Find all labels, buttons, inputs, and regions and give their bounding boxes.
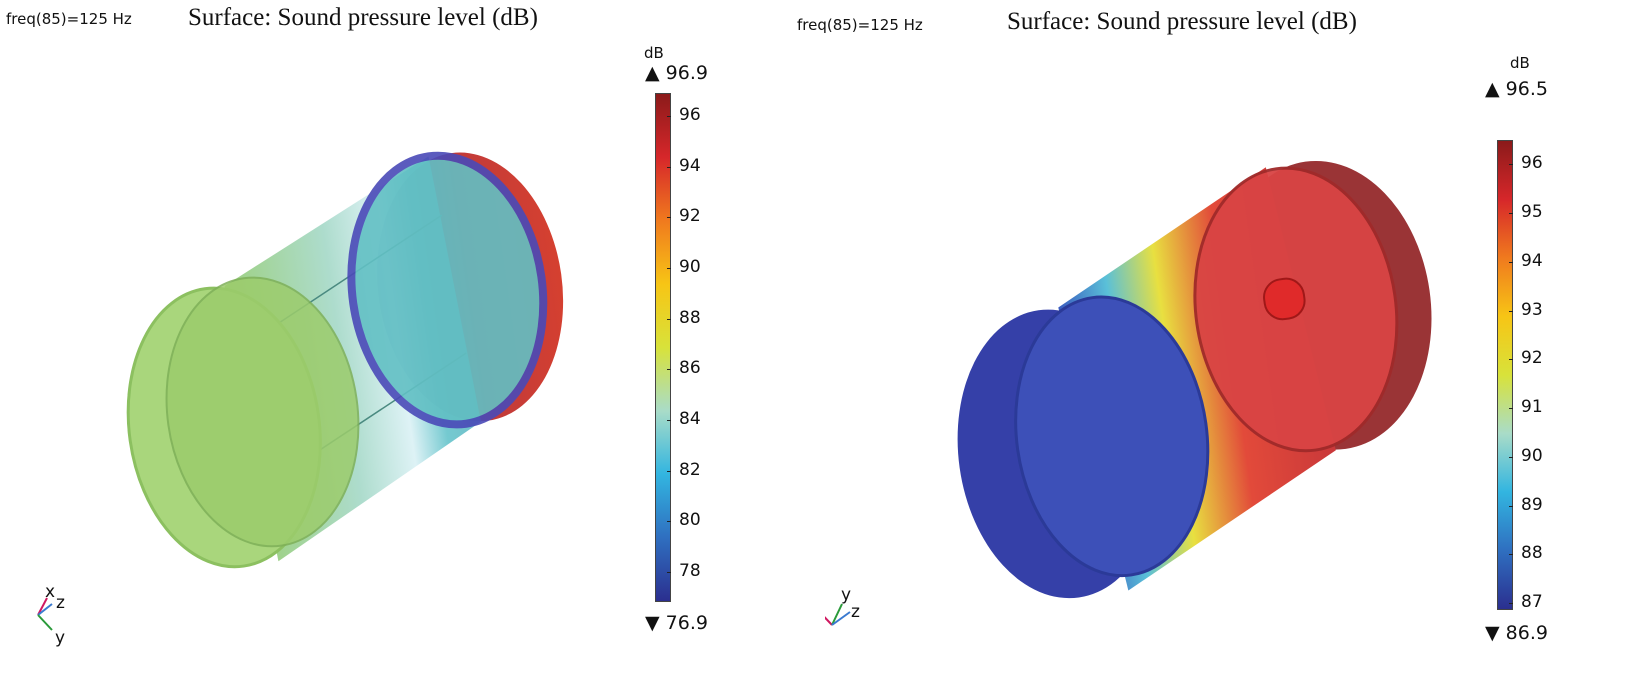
colorbar-tick-label: 80	[679, 510, 701, 531]
freq-label: freq(85)=125 Hz	[797, 16, 923, 34]
colorbar-min: ▼ 86.9	[1485, 622, 1548, 644]
axis-x-label: x	[45, 582, 55, 602]
colorbar-tick-mark	[667, 521, 671, 523]
colorbar-tick-label: 87	[1521, 592, 1543, 613]
colorbar-tick-mark	[667, 166, 671, 168]
colorbar-min: ▼ 76.9	[645, 612, 708, 634]
colorbar-tick-mark	[667, 267, 671, 269]
colorbar-tick-mark	[667, 420, 671, 421]
colorbar-tick-label: 95	[1521, 202, 1543, 223]
colorbar-tick-mark	[1509, 213, 1513, 215]
plot-title: Surface: Sound pressure level (dB)	[188, 4, 538, 31]
axis-triad: x z y	[37, 582, 65, 648]
colorbar-tick-label: 82	[679, 459, 701, 480]
colorbar-tick-mark	[1509, 261, 1513, 263]
colorbar-tick-mark	[1509, 164, 1513, 166]
colorbar-tick-label: 94	[679, 155, 701, 176]
colorbar	[1497, 140, 1513, 610]
colorbar-tick-label: 88	[1521, 543, 1543, 564]
colorbar-tick-label: 84	[679, 409, 701, 429]
colorbar-tick-label: 92	[679, 206, 701, 227]
colorbar-tick-label: 94	[1521, 250, 1543, 271]
colorbar-max: ▲ 96.9	[645, 62, 708, 84]
axis-z-label: z	[851, 602, 860, 622]
axis-z-label: z	[56, 593, 65, 613]
colorbar-tick-mark	[667, 369, 671, 371]
colorbar-tick-label: 93	[1521, 299, 1543, 320]
colorbar-tick-mark	[667, 470, 671, 472]
colorbar-tick-label: 96	[679, 104, 701, 125]
colorbar-tick-label: 90	[1521, 445, 1543, 466]
inner-tube	[1263, 277, 1306, 321]
plot-title: Surface: Sound pressure level (dB)	[1007, 8, 1357, 35]
colorbar-tick-label: 96	[1521, 153, 1543, 174]
colorbar-tick-mark	[1509, 603, 1513, 605]
colorbar-tick-mark	[1509, 554, 1513, 556]
left-panel: freq(85)=125 Hz Surface: Sound pressure …	[0, 0, 825, 687]
colorbar-unit: dB	[644, 44, 664, 62]
back-cap	[347, 151, 548, 429]
colorbar-tick-label: 90	[679, 256, 701, 277]
axis-y-label: y	[841, 585, 851, 605]
colorbar-max: ▲ 96.5	[1485, 78, 1548, 100]
colorbar-tick-label: 78	[679, 561, 701, 582]
cylinder-plot[interactable]: x y z	[825, 0, 1650, 687]
colorbar-unit: dB	[1510, 54, 1530, 72]
colorbar	[655, 93, 671, 602]
colorbar-tick-mark	[1509, 408, 1513, 410]
colorbar-tick-label: 88	[679, 307, 701, 328]
colorbar-tick-label: 89	[1521, 494, 1543, 515]
colorbar-tick-mark	[667, 318, 671, 320]
right-panel: freq(85)=125 Hz Surface: Sound pressure …	[797, 0, 1650, 687]
colorbar-tick-mark	[667, 115, 671, 117]
cylinder-plot[interactable]: x z y	[0, 0, 825, 687]
colorbar-tick-label: 91	[1521, 397, 1543, 418]
axis-y-label: y	[55, 628, 65, 648]
colorbar-tick-mark	[667, 572, 671, 574]
colorbar-tick-label: 86	[679, 358, 701, 379]
colorbar-tick-mark	[1509, 310, 1513, 312]
colorbar-tick-mark	[1509, 359, 1513, 361]
axis-triad: x y z	[825, 585, 860, 626]
colorbar-tick-label: 92	[1521, 348, 1543, 369]
colorbar-tick-mark	[1509, 505, 1513, 507]
colorbar-tick-mark	[1509, 456, 1513, 458]
freq-label: freq(85)=125 Hz	[6, 10, 132, 28]
colorbar-tick-mark	[667, 217, 671, 219]
